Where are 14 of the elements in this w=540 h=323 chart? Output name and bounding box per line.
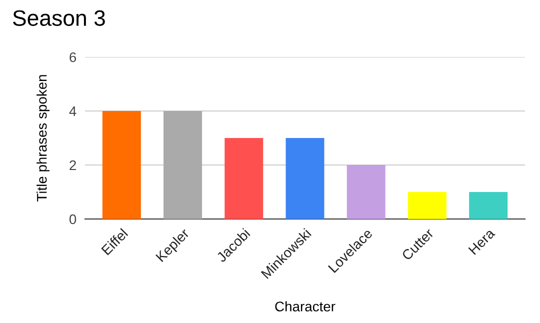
bar bbox=[102, 111, 141, 219]
bar bbox=[346, 165, 386, 219]
bar bbox=[469, 192, 508, 219]
bar bbox=[164, 111, 202, 219]
chart-title: Season 3 bbox=[13, 10, 105, 26]
y-axis-title: Title phrases spoken bbox=[36, 75, 50, 202]
x-axis-title: Character bbox=[275, 301, 336, 312]
y-tick-label: 0 bbox=[69, 214, 76, 224]
bar bbox=[224, 138, 264, 219]
bar bbox=[286, 138, 324, 219]
bar bbox=[408, 192, 446, 219]
y-tick-label: 4 bbox=[69, 106, 76, 116]
y-tick-label: 6 bbox=[70, 52, 76, 62]
y-tick-label: 2 bbox=[70, 160, 76, 170]
